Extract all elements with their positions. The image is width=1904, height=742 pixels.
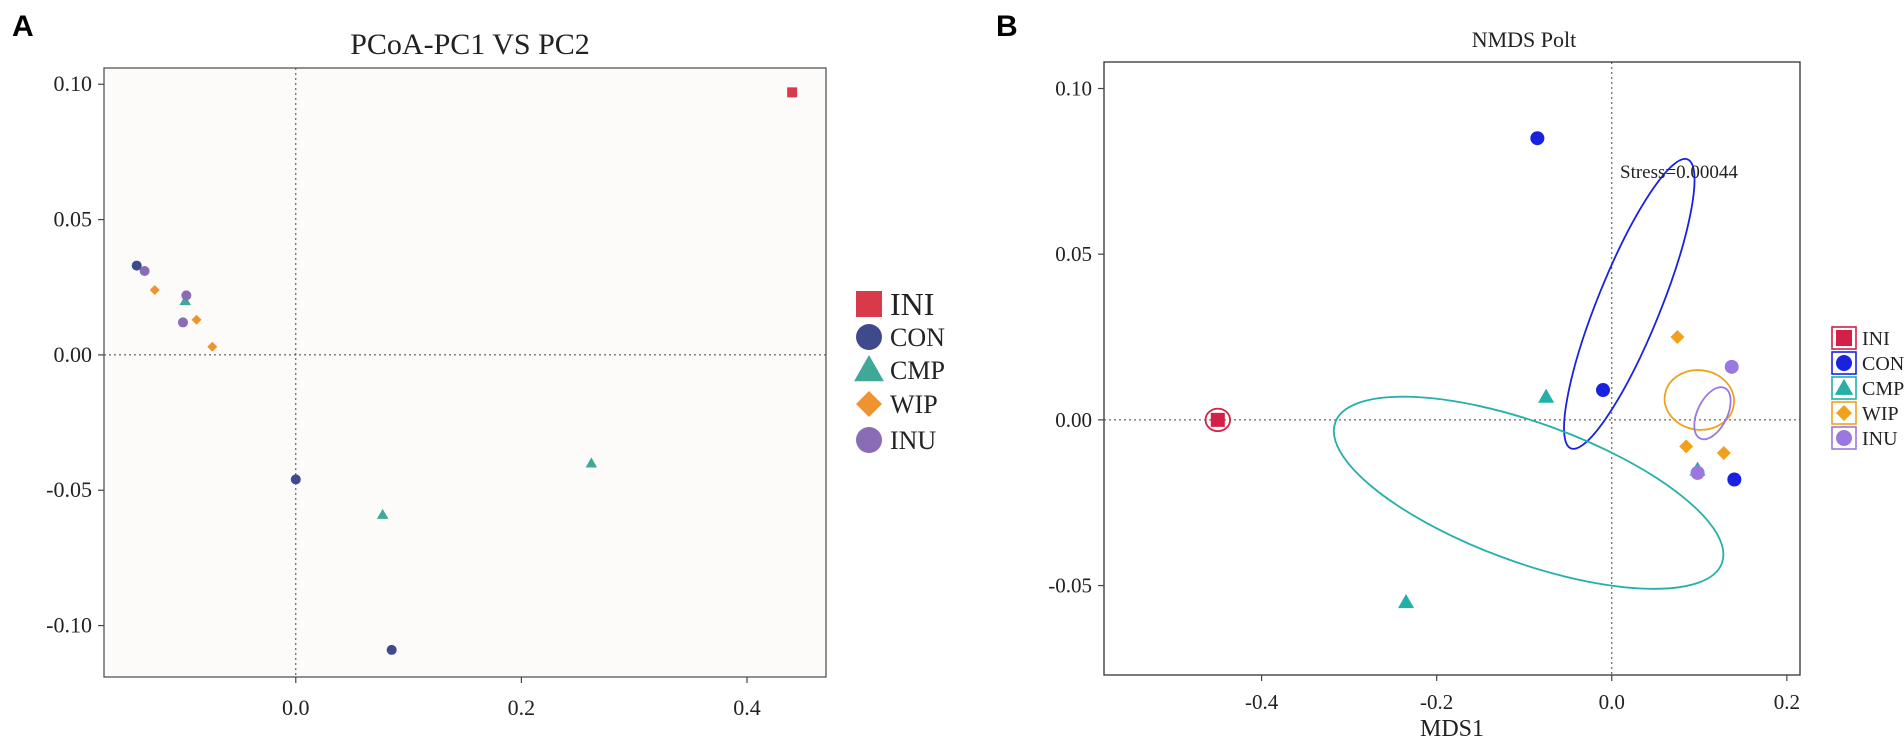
point-con bbox=[290, 474, 301, 485]
point-cmp bbox=[376, 508, 389, 519]
y-tick-label: -0.05 bbox=[1048, 574, 1092, 598]
panel-a-letter: A bbox=[12, 10, 34, 43]
legend-label-ini: INI bbox=[890, 286, 934, 322]
x-tick-label: 0.0 bbox=[1599, 690, 1625, 714]
point-wip bbox=[191, 314, 202, 325]
legend-label-inu: INU bbox=[1862, 428, 1898, 450]
point-inu bbox=[1724, 359, 1739, 374]
legend-label-wip: WIP bbox=[1862, 403, 1899, 425]
x-tick-label: 0.4 bbox=[733, 695, 761, 720]
panel-b-title: NMDS Polt bbox=[1472, 27, 1577, 52]
panel-b-ticks: -0.4 -0.2 0.0 0.2 0.10 0.05 0.00 -0.05 bbox=[1048, 77, 1800, 714]
y-tick-label: 0.10 bbox=[54, 71, 93, 96]
legend-marker-con bbox=[1836, 355, 1852, 371]
legend-marker-inu bbox=[856, 427, 882, 453]
point-cmp bbox=[585, 457, 598, 468]
panel-a-ticks: 0.0 0.2 0.4 0.10 0.05 0.00 -0.05 -0.10 bbox=[46, 71, 761, 720]
panel-a-title: PCoA-PC1 VS PC2 bbox=[350, 28, 590, 61]
x-tick-label: 0.0 bbox=[282, 695, 310, 720]
point-wip bbox=[1716, 445, 1731, 460]
x-tick-label: -0.4 bbox=[1245, 690, 1279, 714]
point-ini bbox=[787, 87, 798, 98]
point-ini bbox=[1210, 412, 1225, 427]
legend-label-wip: WIP bbox=[890, 390, 938, 419]
legend-marker-wip bbox=[856, 391, 882, 417]
point-cmp bbox=[1538, 388, 1555, 403]
panel-b-ellipses bbox=[1204, 158, 1735, 590]
y-tick-label: -0.05 bbox=[46, 477, 92, 502]
ellipse-inu bbox=[1693, 386, 1732, 441]
panel-b: B NMDS Polt -0.4 -0.2 0.0 0.20.100.050.00-0… bbox=[996, 10, 1904, 742]
point-wip bbox=[1670, 330, 1685, 345]
legend-marker-inu bbox=[1836, 430, 1852, 446]
ellipse-cmp bbox=[1332, 395, 1725, 590]
y-tick-label: -0.10 bbox=[46, 613, 92, 638]
panel-b-letter: B bbox=[996, 10, 1018, 43]
legend-label-cmp: CMP bbox=[1862, 378, 1904, 400]
point-cmp bbox=[1397, 594, 1415, 609]
legend-label-cmp: CMP bbox=[890, 356, 945, 385]
point-inu bbox=[1690, 465, 1705, 480]
legend-marker-con bbox=[856, 324, 882, 350]
point-con bbox=[386, 644, 397, 655]
legend-marker-cmp bbox=[1834, 378, 1854, 395]
legend-label-con: CON bbox=[1862, 353, 1904, 375]
x-tick-label: 0.2 bbox=[508, 695, 536, 720]
ellipse-ini bbox=[1204, 407, 1231, 433]
panel-a: A PCoA-PC1 VS PC2 0.0 0.2 0.4 0.10 0.05 0.00 -… bbox=[12, 10, 945, 720]
panel-b-x-axis-label: MDS1 bbox=[1420, 716, 1484, 742]
legend-label-inu: INU bbox=[890, 426, 936, 455]
ellipse-con bbox=[1563, 158, 1696, 450]
panel-a-plot-area bbox=[103, 67, 827, 678]
panel-a-points bbox=[131, 87, 798, 655]
y-tick-label: 0.10 bbox=[1055, 77, 1092, 101]
point-wip bbox=[1679, 439, 1694, 454]
legend-marker-ini bbox=[1836, 330, 1852, 346]
y-tick-label: 0.05 bbox=[1055, 242, 1092, 266]
x-tick-label: 0.2 bbox=[1774, 690, 1800, 714]
point-con bbox=[1596, 383, 1611, 398]
point-inu bbox=[181, 290, 192, 301]
y-tick-label: 0.00 bbox=[54, 342, 93, 367]
point-con bbox=[1727, 472, 1742, 487]
point-inu bbox=[177, 317, 188, 328]
point-con bbox=[1530, 131, 1545, 146]
legend-label-ini: INI bbox=[1862, 328, 1890, 350]
legend-marker-cmp bbox=[854, 355, 884, 382]
y-tick-label: 0.05 bbox=[54, 207, 93, 232]
legend-marker-wip bbox=[1836, 405, 1852, 421]
point-inu bbox=[139, 266, 150, 276]
y-tick-label: 0.00 bbox=[1055, 408, 1092, 432]
panel-a-reference-lines bbox=[104, 68, 826, 677]
legend-label-con: CON bbox=[890, 323, 945, 352]
point-wip bbox=[149, 284, 160, 295]
panel-b-plot-area bbox=[1103, 61, 1801, 676]
x-tick-label: -0.2 bbox=[1420, 690, 1453, 714]
panel-b-legend: INI CON CMP WIP INU bbox=[1831, 326, 1904, 450]
panel-b-stress-annotation: Stress=0.00044 bbox=[1620, 162, 1738, 183]
point-con bbox=[131, 260, 142, 271]
panel-b-points bbox=[1210, 131, 1742, 609]
point-wip bbox=[207, 341, 218, 352]
legend-marker-ini bbox=[856, 291, 882, 317]
